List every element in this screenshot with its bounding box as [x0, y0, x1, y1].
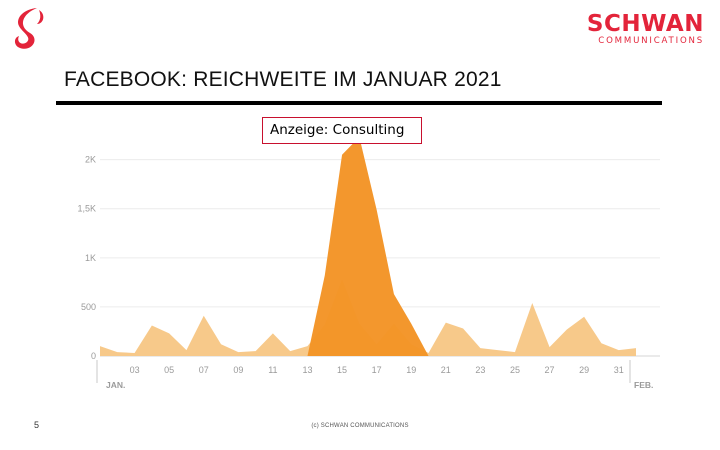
x-tick-label: 21: [441, 365, 451, 375]
x-tick-label: 19: [406, 365, 416, 375]
x-tick-label: 29: [579, 365, 589, 375]
x-tick-label: 11: [268, 365, 277, 375]
y-axis-tick-labels: 0 500 1K 1,5K 2K: [77, 155, 96, 361]
month-end-label: FEB.: [634, 380, 653, 390]
chart-series: [100, 137, 636, 356]
x-tick-label: 09: [233, 365, 243, 375]
schwan-logo-icon: [14, 8, 44, 49]
x-axis-tick-labels: 03 05 07 09 11 13 15 17 19 21 23 25 27 29 31: [130, 365, 624, 375]
brand-name: SCHWAN: [586, 11, 704, 37]
brand-wordmark: SCHWAN COMMUNICATIONS: [587, 12, 704, 46]
x-tick-label: 07: [199, 365, 209, 375]
x-tick-label: 27: [545, 365, 555, 375]
x-tick-label: 31: [614, 365, 624, 375]
x-tick-label: 17: [372, 365, 382, 375]
y-tick-label: 500: [81, 302, 96, 312]
month-markers: JAN. FEB.: [96, 360, 653, 390]
x-tick-label: 23: [475, 365, 485, 375]
page-number: 5: [34, 420, 40, 430]
y-tick-label: 0: [91, 351, 96, 361]
x-tick-label: 05: [164, 365, 174, 375]
chart-annotation-label: Anzeige: Consulting: [262, 117, 422, 144]
y-tick-label: 1,5K: [77, 204, 96, 214]
title-divider: [56, 101, 662, 105]
x-tick-label: 15: [337, 365, 347, 375]
y-tick-label: 2K: [85, 155, 96, 165]
x-tick-label: 03: [130, 365, 140, 375]
slide-title: FACEBOOK: REICHWEITE IM JANUAR 2021: [64, 68, 502, 91]
footer-copyright: (c) SCHWAN COMMUNICATIONS: [311, 423, 409, 429]
series-area-2: [100, 137, 636, 356]
month-start-label: JAN.: [106, 380, 125, 390]
x-tick-label: 13: [302, 365, 312, 375]
brand-subtitle: COMMUNICATIONS: [598, 36, 704, 46]
y-tick-label: 1K: [85, 253, 96, 263]
x-tick-label: 25: [510, 365, 520, 375]
